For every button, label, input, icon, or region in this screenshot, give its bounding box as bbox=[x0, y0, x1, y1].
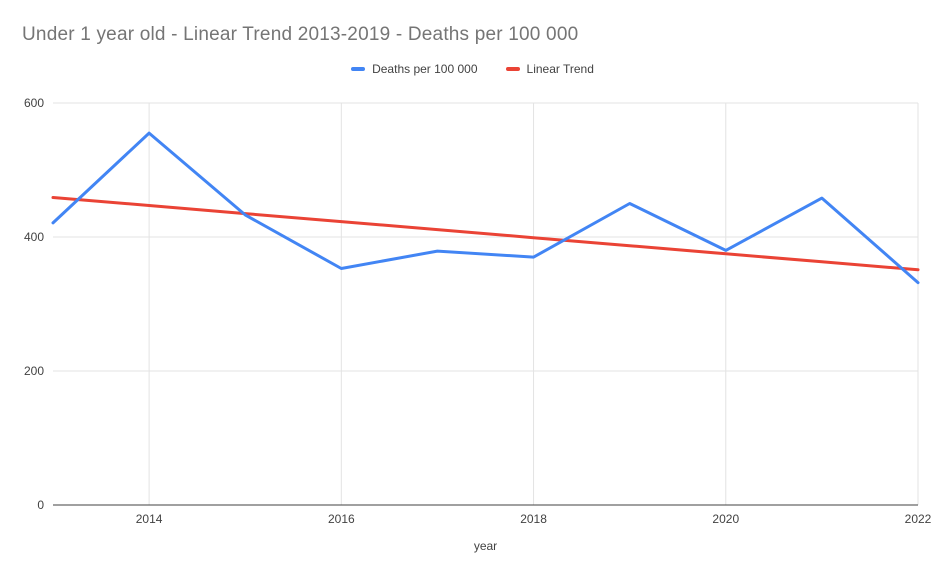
legend-swatch-deaths bbox=[351, 67, 366, 71]
legend-swatch-trend bbox=[505, 67, 520, 71]
legend-label-deaths: Deaths per 100 000 bbox=[372, 62, 478, 76]
series-line-deaths-per-100-000 bbox=[51, 131, 920, 285]
legend-item-trend: Linear Trend bbox=[505, 62, 594, 76]
y-tick-label: 200 bbox=[24, 364, 44, 378]
y-tick-label: 0 bbox=[37, 498, 44, 512]
x-tick-label: 2018 bbox=[520, 512, 547, 526]
y-tick-label: 600 bbox=[24, 96, 44, 110]
legend-item-deaths: Deaths per 100 000 bbox=[351, 62, 478, 76]
chart-title: Under 1 year old - Linear Trend 2013-201… bbox=[22, 24, 579, 45]
x-tick-label: 2016 bbox=[328, 512, 355, 526]
x-tick-label: 2020 bbox=[712, 512, 739, 526]
y-tick-label: 400 bbox=[24, 230, 44, 244]
legend-label-trend: Linear Trend bbox=[526, 62, 594, 76]
x-tick-label: 2022 bbox=[905, 512, 932, 526]
x-axis-title: year bbox=[473, 539, 498, 553]
legend: Deaths per 100 000 Linear Trend bbox=[0, 62, 945, 76]
series-line-linear-trend bbox=[51, 196, 920, 272]
x-tick-label: 2014 bbox=[136, 512, 163, 526]
